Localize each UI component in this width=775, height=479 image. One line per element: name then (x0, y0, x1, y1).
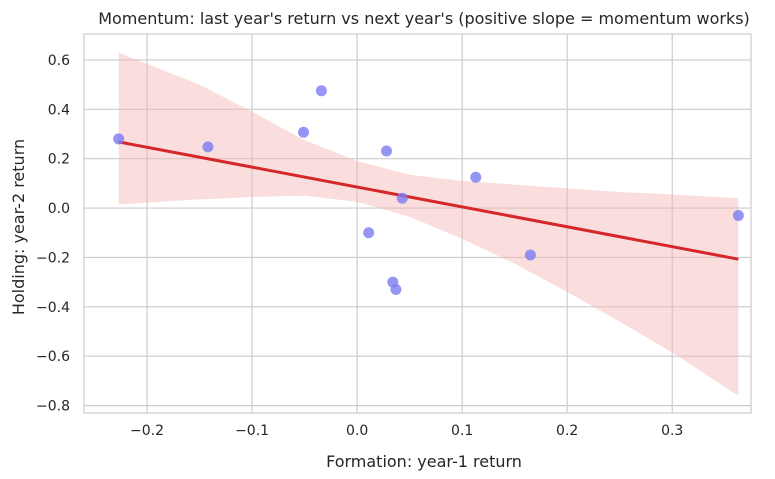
scatter-point (396, 192, 408, 204)
y-tick-label: −0.2 (36, 250, 70, 266)
x-tick-label: −0.2 (130, 423, 164, 439)
x-tick-label: −0.1 (235, 423, 269, 439)
y-tick-label: 0.6 (48, 53, 70, 69)
scatter-point (470, 171, 482, 183)
plot-frame (83, 33, 752, 414)
confidence-band-layer (118, 52, 739, 396)
x-tick-label: 0.1 (451, 423, 473, 439)
scatter-point (363, 227, 375, 239)
scatter-point (298, 126, 310, 138)
scatter-points-layer (113, 85, 744, 296)
x-tick-label: 0.2 (556, 423, 578, 439)
y-tick-label: 0.2 (48, 152, 70, 168)
regression-line-layer (118, 140, 739, 261)
y-tick-label: −0.4 (36, 300, 70, 316)
x-tick-labels: −0.2 −0.1 0.0 0.1 0.2 0.3 (130, 423, 683, 439)
y-axis-label: Holding: year-2 return (9, 139, 28, 315)
scatter-point (381, 145, 393, 157)
scatter-point (524, 249, 536, 261)
scatter-point (315, 85, 327, 97)
regression-line (118, 140, 739, 261)
x-axis-label: Formation: year-1 return (326, 452, 522, 471)
scatter-point (202, 141, 214, 153)
y-tick-label: 0.0 (48, 201, 70, 217)
y-tick-label: 0.4 (48, 102, 70, 118)
grid-lines (84, 34, 751, 413)
scatter-point (732, 209, 744, 221)
y-tick-labels: −0.8 −0.6 −0.4 −0.2 0.0 0.2 0.4 0.6 (36, 53, 70, 415)
chart-title: Momentum: last year's return vs next yea… (98, 9, 750, 28)
y-tick-label: −0.6 (36, 349, 70, 365)
confidence-band (118, 52, 739, 396)
x-tick-label: 0.3 (661, 423, 683, 439)
x-tick-label: 0.0 (346, 423, 368, 439)
scatter-point (113, 133, 125, 145)
y-tick-label: −0.8 (36, 399, 70, 415)
scatter-point (390, 284, 402, 296)
